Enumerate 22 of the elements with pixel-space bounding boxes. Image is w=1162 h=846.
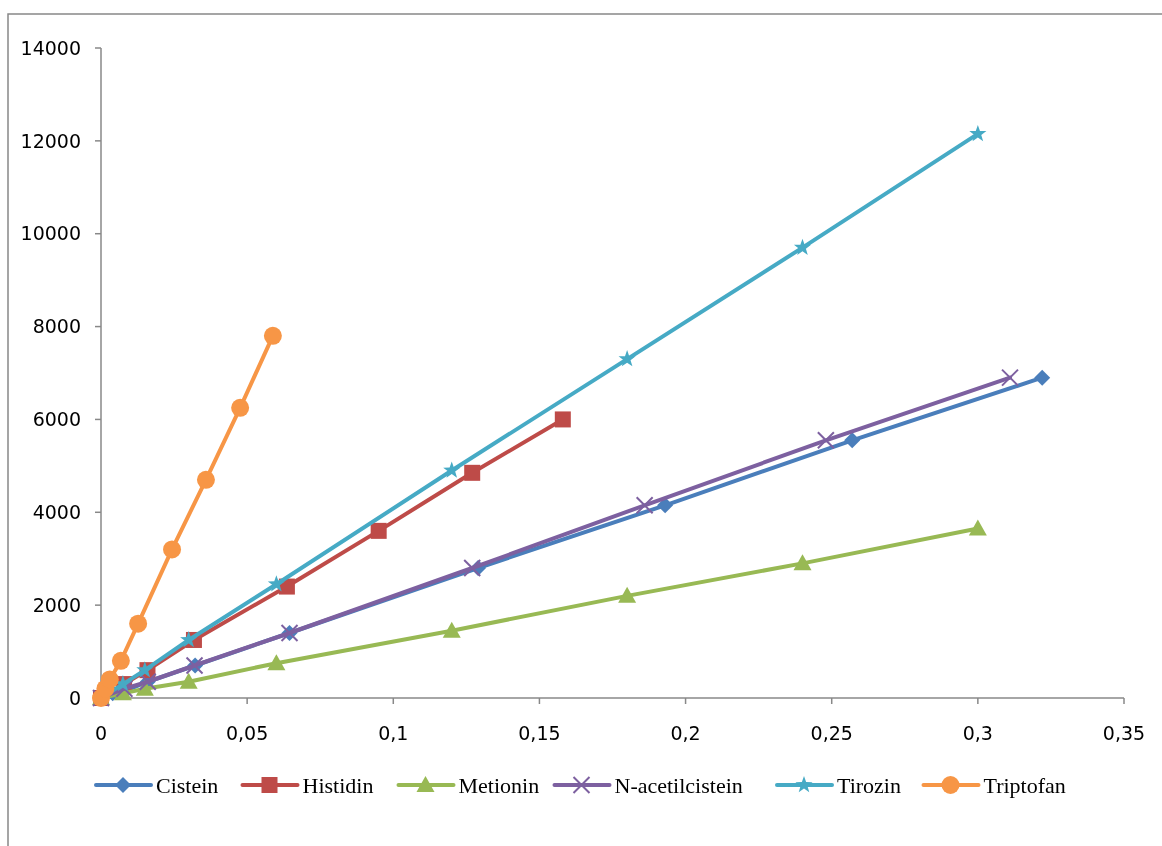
y-tick-label: 10000: [20, 222, 81, 245]
x-tick-label: 0,3: [962, 722, 993, 744]
y-tick-label: 0: [68, 686, 81, 709]
x-tick-label: 0,35: [1102, 722, 1146, 744]
legend-label: Metionin: [458, 772, 540, 798]
legend-label: N-acetilcistein: [614, 772, 743, 798]
x-tick-label: 0: [94, 722, 108, 744]
legend-label: Tirozin: [837, 772, 901, 798]
y-tick-label: 4000: [32, 500, 81, 523]
x-tick-label: 0,2: [670, 722, 701, 744]
y-tick-label: 2000: [32, 593, 81, 616]
y-tick-label: 8000: [32, 315, 81, 338]
y-tick-label: 12000: [20, 129, 81, 152]
x-tick-label: 0,1: [378, 722, 409, 744]
x-tick-label: 0,15: [518, 722, 561, 744]
legend-label: Triptofan: [983, 772, 1066, 798]
legend-label: Histidin: [302, 772, 374, 798]
x-tick-label: 0,25: [810, 722, 853, 744]
y-tick-label: 14000: [20, 36, 81, 59]
x-tick-label: 0,05: [225, 722, 269, 744]
y-tick-label: 6000: [32, 408, 81, 431]
legend-label: Cistein: [156, 772, 219, 798]
